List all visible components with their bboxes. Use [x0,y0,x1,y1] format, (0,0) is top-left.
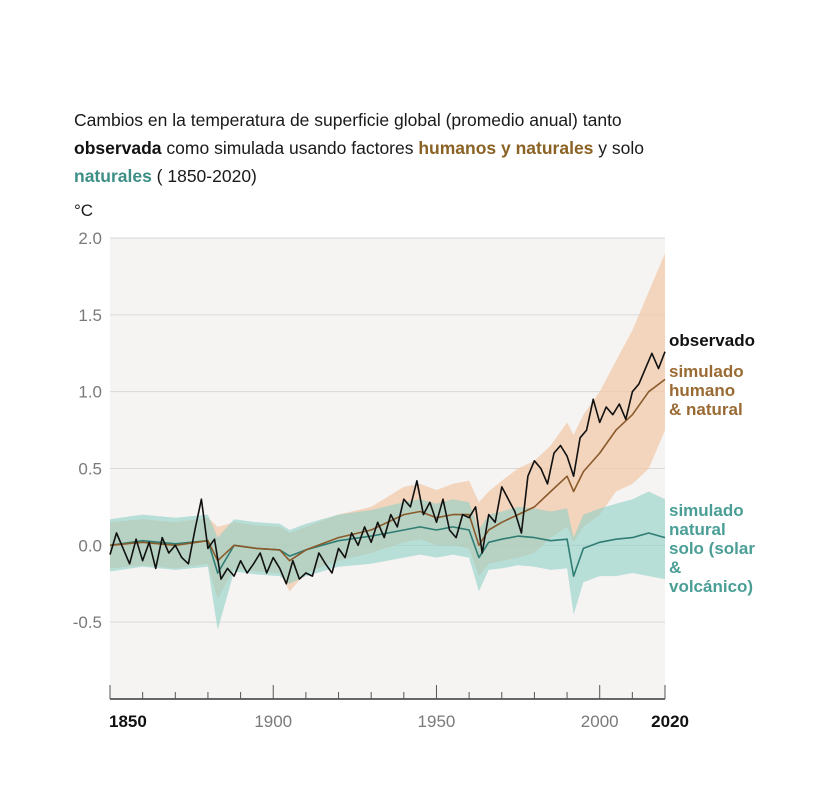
series-label-line: & [669,558,681,577]
y-tick-label: 0.0 [78,536,102,555]
series-label-line: simulado [669,362,744,381]
chart-title: Cambios en la temperatura de superficie … [74,106,754,190]
x-tick-label: 1850 [109,712,147,731]
title-observed-keyword: observada [74,138,162,158]
y-tick-label: 1.0 [78,383,102,402]
y-tick-label: 1.5 [78,306,102,325]
observed-label: observado [669,331,755,350]
series-label-line: natural [669,520,726,539]
y-tick-label: 2.0 [78,229,102,248]
y-tick-label: 0.5 [78,460,102,479]
title-part1: Cambios en la temperatura de superficie … [74,110,622,130]
x-tick-label: 1950 [418,712,456,731]
x-tick-label: 2020 [651,712,689,731]
y-axis-unit: °C [74,201,93,220]
human-natural-label: simulado humano & natural [669,362,744,419]
series-label-line: volcánico) [669,577,753,596]
natural-only-label: simulado natural solo (solar & volcánico) [669,501,755,596]
series-lines [109,351,666,585]
series-label-line: observado [669,331,755,350]
x-axis-tick-labels: 1850 1900 1950 2000 2020 [109,712,689,731]
x-tick-label: 1900 [254,712,292,731]
title-part3: y solo [593,138,644,158]
x-tick-label: 2000 [581,712,619,731]
series-label-line: & natural [669,400,743,419]
x-axis [109,685,666,700]
y-tick-label: -0.5 [73,613,102,632]
uncertainty-bands [110,253,665,630]
series-label-line: simulado [669,501,744,520]
observed-line [109,351,666,585]
title-part2: como simulada usando factores [161,138,419,158]
series-label-line: humano [669,381,735,400]
title-part4: ( 1850-2020) [151,166,257,186]
natural-only-band [110,491,665,630]
series-label-line: solo (solar [669,539,755,558]
y-axis-ticks: 2.0 1.5 1.0 0.5 0.0 -0.5 [73,229,102,632]
title-natural-keyword: naturales [74,166,152,186]
title-human-keyword: humanos y naturales [418,138,594,158]
human-natural-line [109,378,666,562]
